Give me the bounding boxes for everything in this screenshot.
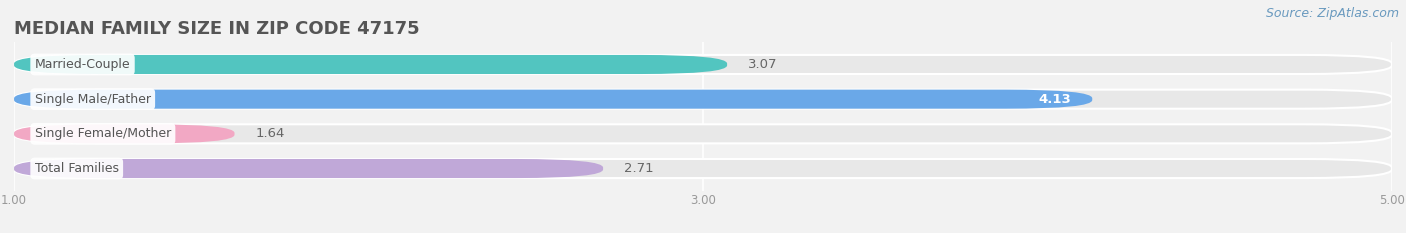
Text: Single Male/Father: Single Male/Father xyxy=(35,93,150,106)
Text: Total Families: Total Families xyxy=(35,162,118,175)
Text: MEDIAN FAMILY SIZE IN ZIP CODE 47175: MEDIAN FAMILY SIZE IN ZIP CODE 47175 xyxy=(14,20,419,38)
Text: Single Female/Mother: Single Female/Mother xyxy=(35,127,172,140)
FancyBboxPatch shape xyxy=(14,124,1392,143)
FancyBboxPatch shape xyxy=(14,90,1392,109)
Text: 3.07: 3.07 xyxy=(748,58,778,71)
Text: 4.13: 4.13 xyxy=(1039,93,1071,106)
FancyBboxPatch shape xyxy=(14,90,1092,109)
FancyBboxPatch shape xyxy=(14,159,1392,178)
Text: 1.64: 1.64 xyxy=(256,127,284,140)
Text: Source: ZipAtlas.com: Source: ZipAtlas.com xyxy=(1265,7,1399,20)
FancyBboxPatch shape xyxy=(14,55,1392,74)
FancyBboxPatch shape xyxy=(14,159,603,178)
FancyBboxPatch shape xyxy=(14,55,727,74)
Text: Married-Couple: Married-Couple xyxy=(35,58,131,71)
FancyBboxPatch shape xyxy=(14,124,235,143)
Text: 2.71: 2.71 xyxy=(624,162,654,175)
